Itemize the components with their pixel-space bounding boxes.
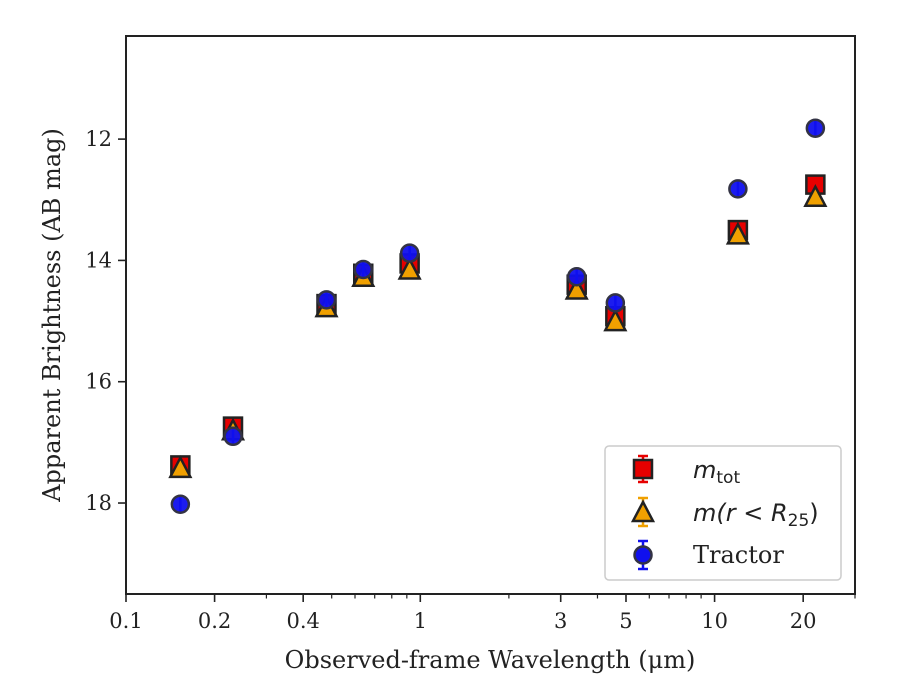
mr25-point [603,308,628,332]
legend: mtot m(r < R25) Tractor [604,445,842,581]
x-tick-label: 0.4 [286,609,319,633]
tractor-point [223,426,243,447]
mr25-point [725,221,750,245]
legend-label-mtot: mtot [693,456,740,488]
plot-frame [125,35,856,595]
mr25-point [564,276,589,300]
tractor-point [170,494,191,514]
data-marks [168,118,828,514]
y-tick-label: 14 [85,248,112,272]
tractor-point [728,179,748,199]
x-tick-label: 1 [414,609,427,633]
y-tick-label: 18 [85,491,112,515]
mr25-point [168,455,193,479]
tractor-point [566,267,587,287]
tractor-point [353,259,374,280]
x-tick-label: 5 [619,609,632,633]
legend-triangle-marker [630,499,656,523]
x-tick-label: 0.1 [109,609,142,633]
axis-ticks: 0.1 0.2 0.4 1 3 5 10 20 12 14 16 18 [85,127,856,633]
legend-entry-mr25: m(r < R25) [630,496,819,531]
mr25-point [803,184,828,207]
x-tick-label: 0.2 [198,609,231,633]
y-tick-label: 16 [85,370,112,394]
y-tick-label: 12 [85,127,112,151]
tractor-point [316,290,337,310]
x-tick-label: 3 [554,609,567,633]
legend-box [604,445,842,581]
legend-square-marker [632,458,654,480]
x-tick-label: 20 [790,609,817,633]
y-axis-label: Apparent Brightness (AB mag) [38,128,66,503]
tractor-point [605,293,626,313]
legend-entry-mtot: mtot [632,454,740,488]
legend-entry-tractor: Tractor [633,539,784,571]
tractor-point [399,243,420,263]
tractor-point [805,118,826,138]
legend-label-mr25: m(r < R25) [693,499,819,531]
x-axis-label: Observed-frame Wavelength (μm) [285,646,696,674]
legend-label-tractor: Tractor [693,541,784,569]
x-tick-label: 10 [701,609,728,633]
mr25-point [397,256,422,280]
legend-circle-marker [633,545,653,565]
